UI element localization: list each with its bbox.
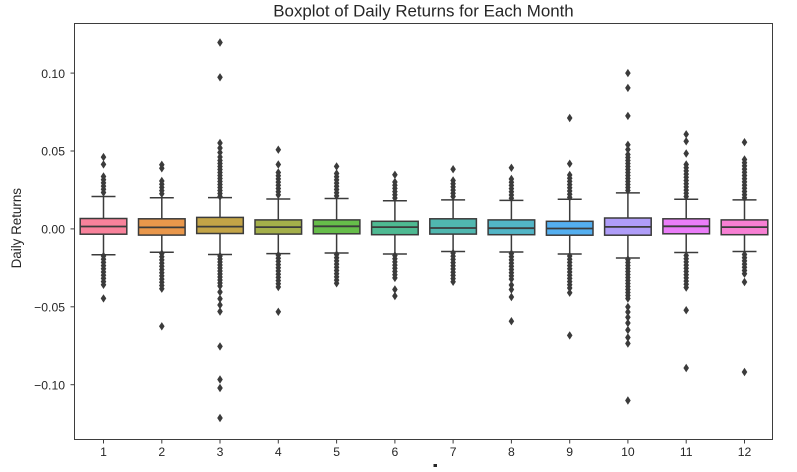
svg-text:10: 10 — [621, 445, 635, 459]
svg-text:6: 6 — [392, 445, 399, 459]
svg-text:8: 8 — [508, 445, 515, 459]
svg-text:9: 9 — [566, 445, 573, 459]
svg-text:−0.10: −0.10 — [34, 378, 65, 392]
svg-text:1: 1 — [100, 445, 107, 459]
svg-text:3: 3 — [217, 445, 224, 459]
svg-text:5: 5 — [333, 445, 340, 459]
svg-text:11: 11 — [680, 445, 693, 459]
svg-text:7: 7 — [450, 445, 457, 459]
svg-text:2: 2 — [158, 445, 165, 459]
svg-text:Boxplot of Daily Returns for E: Boxplot of Daily Returns for Each Month — [273, 2, 573, 21]
svg-text:0.00: 0.00 — [41, 223, 65, 237]
svg-text:0.10: 0.10 — [41, 67, 65, 81]
svg-text:0.05: 0.05 — [41, 145, 65, 159]
svg-text:12: 12 — [738, 445, 752, 459]
svg-text:Daily Returns: Daily Returns — [9, 188, 24, 269]
svg-text:−0.05: −0.05 — [34, 301, 65, 315]
svg-text:4: 4 — [275, 445, 282, 459]
